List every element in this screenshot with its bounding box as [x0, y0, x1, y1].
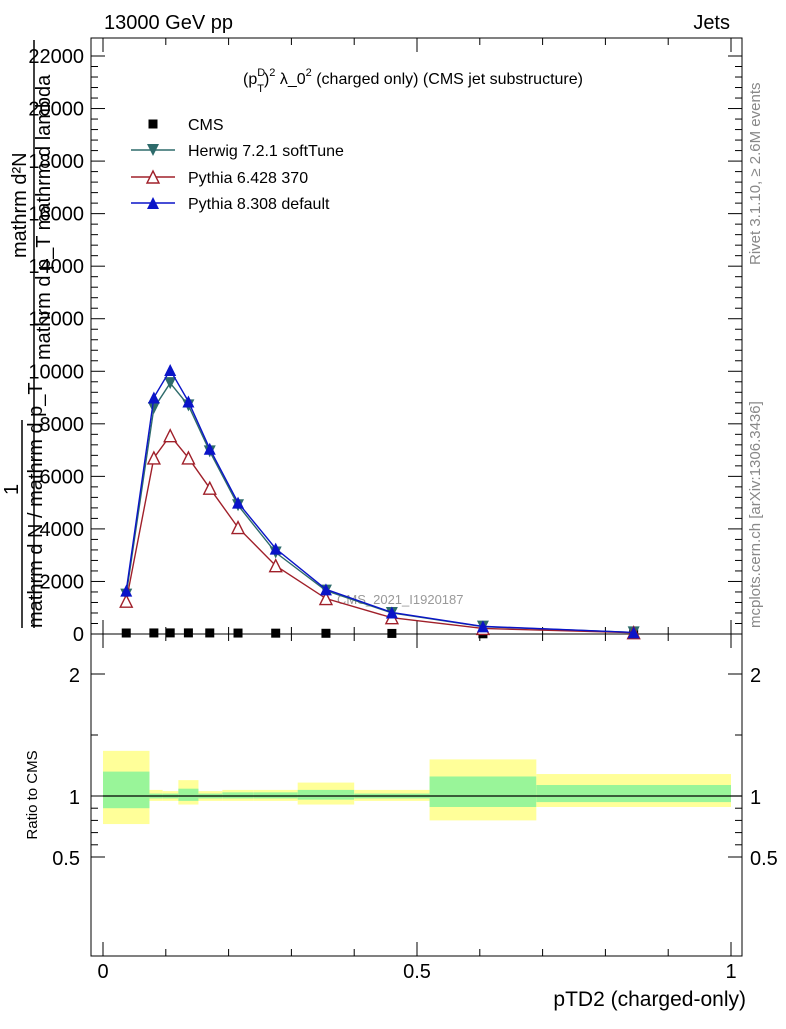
- point-pythia-6-428-370: [146, 450, 162, 465]
- point-pythia-8-308-default: [476, 620, 489, 633]
- ratio-y-tick-label-right: 1: [750, 787, 761, 809]
- point-cms: [121, 628, 131, 638]
- point-herwig-7-2-1-softtune: [147, 402, 160, 415]
- point-cms: [387, 628, 397, 638]
- point-cms: [321, 628, 331, 638]
- ratio-y-tick-label-right: 0.5: [750, 848, 778, 870]
- legend-label-cms: CMS: [188, 117, 224, 134]
- title-prefix: (p: [243, 71, 257, 88]
- rivet-label: Rivet 3.1.10, ≥ 2.6M events: [747, 83, 764, 266]
- point-pythia-6-428-370: [181, 450, 196, 465]
- ratio-band-inner: [103, 771, 150, 809]
- point-cms: [271, 628, 281, 638]
- ylabel-denominator-top: mathrm d p_T mathrm d lambda: [33, 74, 55, 360]
- title-sub-t: T: [257, 83, 264, 95]
- point-cms: [205, 628, 215, 638]
- title-sup-d: D: [257, 67, 265, 79]
- point-pythia-6-428-370: [163, 428, 178, 443]
- main-y-tick-label: 8000: [40, 414, 85, 436]
- point-pythia-8-308-default: [627, 626, 640, 639]
- ratio-group: 0 0.5 1 0.5 0.5 1 1 2 2: [52, 634, 778, 983]
- point-pythia-8-308-default: [269, 542, 282, 555]
- main-y-tick-label: 16000: [28, 204, 84, 226]
- point-pythia-8-308-default: [120, 584, 133, 597]
- main-y-label: mathrm d²N mathrm d p_T mathrm d lambda …: [1, 40, 55, 628]
- header-left: 13000 GeV pp: [104, 12, 233, 34]
- point-cms: [183, 628, 193, 638]
- main-y-tick-label: 4000: [40, 519, 85, 541]
- point-pythia-8-308-default: [203, 442, 216, 455]
- ratio-y-tick-label-right: 2: [750, 665, 761, 687]
- point-pythia-8-308-default: [319, 583, 332, 596]
- point-cms: [233, 628, 243, 638]
- legend: CMS Herwig 7.2.1 softTune Pythia 6.428 370…: [131, 117, 344, 213]
- legend-label-pythia-6-428-370: Pythia 6.428 370: [188, 170, 308, 187]
- legend-label-pythia-8-308-default: Pythia 8.308 default: [188, 196, 330, 213]
- ylabel-denominator-bottom: mathrm d N / mathrm d p_T: [25, 382, 47, 628]
- ratio-y-tick-label-left: 2: [69, 665, 80, 687]
- point-pythia-6-428-370: [202, 480, 217, 495]
- ratio-y-tick-label-left: 0.5: [52, 848, 80, 870]
- header-right: Jets: [693, 12, 730, 34]
- main-y-tick-label: 20000: [28, 99, 84, 121]
- ratio-x-tick-label: 0: [97, 961, 108, 983]
- main-y-tick-label: 12000: [28, 309, 84, 331]
- mcplots-label: mcplots.cern.ch [arXiv:1306.3436]: [747, 401, 764, 628]
- title-sup-tail: 2: [306, 67, 312, 79]
- main-axis-group: 0 2000 4000 6000 8000 10000 12000 14000 16000 180…: [28, 38, 742, 646]
- analysis-watermark: CMS_2021_I1920187: [337, 592, 464, 607]
- point-pythia-6-428-370: [318, 590, 334, 606]
- main-y-tick-label: 14000: [28, 256, 84, 278]
- point-pythia-6-428-370: [268, 558, 283, 573]
- title-sup-2: 2: [269, 67, 275, 79]
- point-pythia-8-308-default: [182, 395, 195, 408]
- point-pythia-6-428-370: [230, 520, 246, 535]
- ylabel-fraction-one: 1: [1, 484, 23, 495]
- ratio-band-inner: [429, 776, 537, 807]
- ratio-x-tick-label: 0.5: [403, 961, 431, 983]
- point-pythia-8-308-default: [164, 363, 177, 376]
- ratio-band-inner: [178, 788, 199, 801]
- legend-marker-pythia-6-428-370: [145, 169, 161, 184]
- series-group: [119, 363, 641, 640]
- point-pythia-8-308-default: [232, 496, 245, 509]
- legend-marker-pythia-8-308-default: [147, 197, 159, 209]
- main-y-tick-label: 18000: [28, 151, 84, 173]
- legend-marker-herwig-7-2-1-softtune: [147, 144, 159, 156]
- ratio-x-tick-label: 1: [725, 961, 736, 983]
- point-cms: [149, 628, 159, 638]
- legend-marker-cms: [148, 119, 158, 129]
- point-cms: [165, 628, 175, 638]
- ratio-band-inner: [536, 785, 731, 803]
- ratio-y-label: Ratio to CMS: [24, 750, 41, 839]
- main-y-tick-label: 10000: [28, 361, 84, 383]
- main-y-tick-label: 0: [73, 624, 84, 646]
- x-axis-label: pTD2 (charged-only): [553, 988, 746, 1011]
- legend-label-herwig-7-2-1-softtune: Herwig 7.2.1 softTune: [188, 143, 344, 160]
- point-pythia-8-308-default: [385, 606, 398, 619]
- ratio-y-tick-label-left: 1: [69, 787, 80, 809]
- title-suffix: λ_0: [275, 71, 305, 88]
- plot-title: (pD T)2 λ_02 (charged only) (CMS jet subs…: [243, 67, 583, 95]
- point-herwig-7-2-1-softtune: [164, 377, 177, 390]
- point-pythia-8-308-default: [147, 391, 160, 404]
- ratio-band-inner: [297, 789, 355, 800]
- point-pythia-6-428-370: [119, 593, 134, 608]
- main-y-tick-label: 6000: [40, 466, 85, 488]
- main-y-tick-label: 2000: [40, 571, 85, 593]
- ylabel-numerator: mathrm d²N: [9, 152, 31, 258]
- title-rest: (charged only) (CMS jet substructure): [312, 71, 583, 88]
- main-y-tick-label: 22000: [28, 46, 84, 68]
